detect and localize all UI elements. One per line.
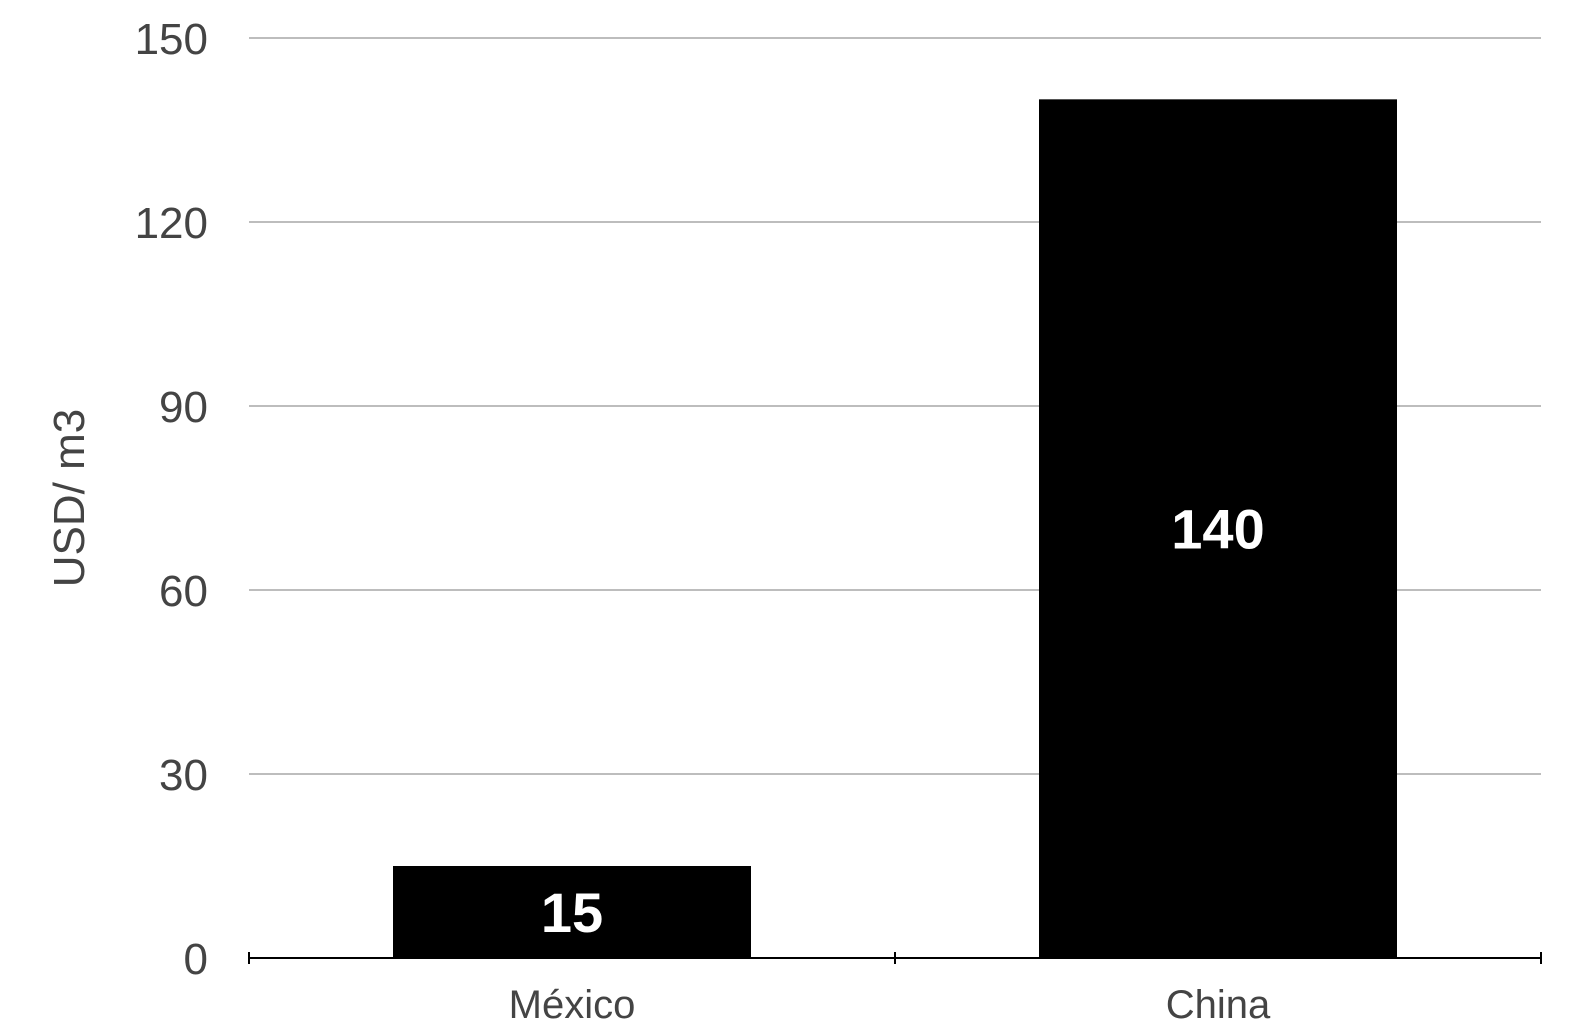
y-axis-title: USD/ m3	[45, 409, 94, 587]
bars: 15 140	[393, 99, 1397, 959]
x-tick-labels: México China	[509, 983, 1271, 1027]
x-tick-label: México	[509, 983, 636, 1027]
x-tick-label: China	[1166, 983, 1271, 1027]
y-tick-labels: 0 30 60 90 120 150	[135, 15, 208, 984]
y-tick-label: 150	[135, 15, 208, 64]
data-label: 15	[541, 881, 603, 944]
bar-1	[1039, 99, 1397, 959]
x-axis	[248, 952, 1542, 964]
data-label: 140	[1171, 498, 1264, 561]
y-tick-label: 0	[184, 935, 208, 984]
bar-0	[393, 866, 751, 958]
y-tick-label: 120	[135, 199, 208, 248]
y-tick-label: 60	[159, 567, 208, 616]
y-tick-label: 30	[159, 751, 208, 800]
y-tick-label: 90	[159, 383, 208, 432]
